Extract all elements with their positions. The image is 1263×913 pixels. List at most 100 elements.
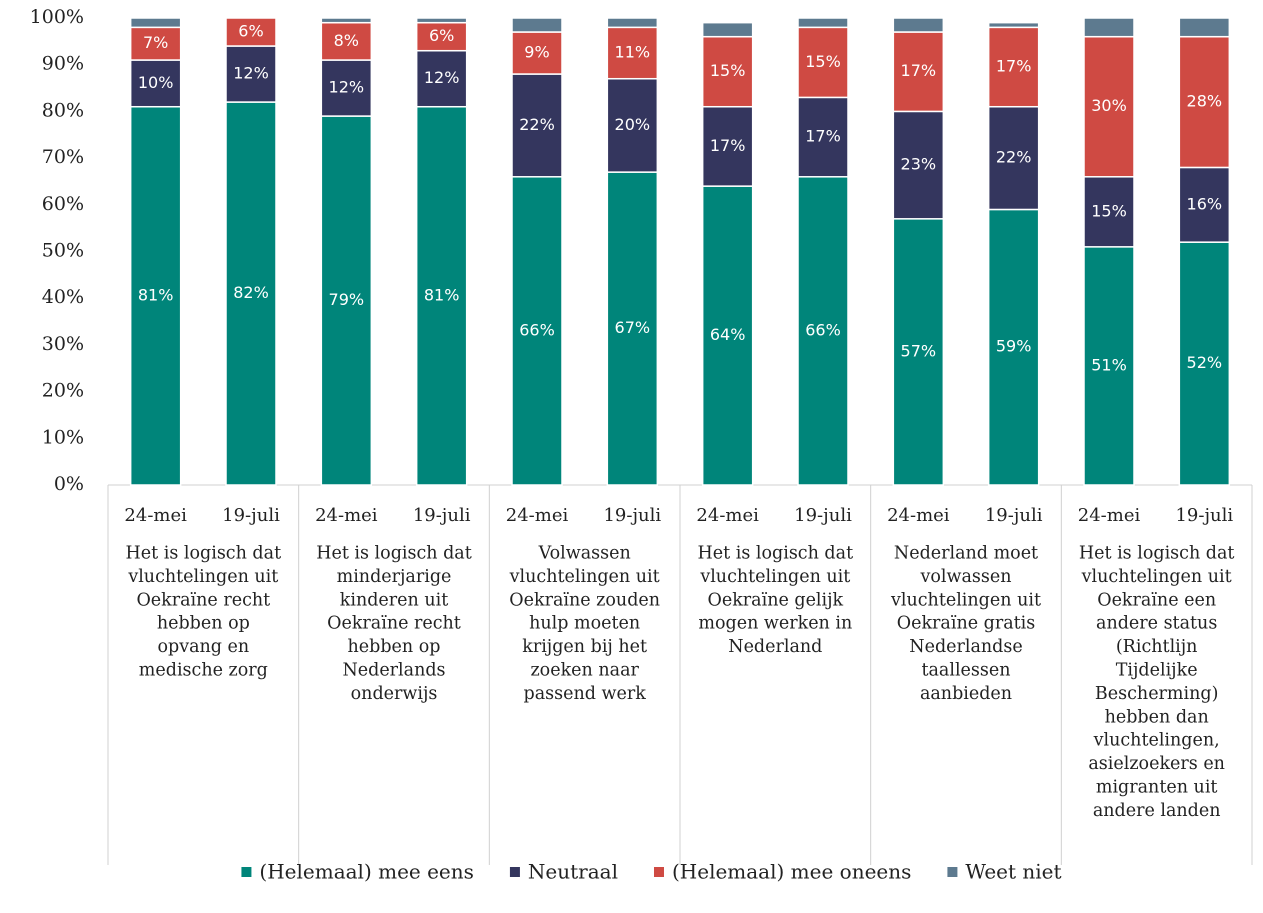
bar-segment [987, 21, 1040, 29]
bar-segment [415, 105, 468, 486]
y-tick-label: 50% [42, 240, 84, 262]
value-label: 16% [1187, 194, 1223, 213]
group-label: Het is logisch dat [698, 544, 854, 564]
value-label: 52% [1187, 353, 1223, 372]
bar-segment [1083, 17, 1135, 38]
value-label: 22% [519, 115, 555, 134]
group-label: vluchtelingen uit [890, 590, 1041, 610]
group-label: Nederland [728, 637, 822, 657]
group-label: hebben op [157, 614, 250, 634]
bar-segment [129, 26, 182, 61]
value-label: 6% [238, 22, 263, 41]
y-tick-label: 40% [42, 286, 84, 308]
y-tick-label: 0% [54, 473, 84, 495]
y-tick-label: 70% [42, 146, 84, 168]
value-label: 66% [805, 320, 841, 339]
value-label: 9% [524, 43, 549, 62]
value-label: 12% [329, 78, 365, 97]
value-label: 81% [424, 285, 460, 304]
legend-label: Weet niet [965, 860, 1061, 884]
value-label: 67% [615, 318, 651, 337]
x-tick-label: 24-mei [124, 505, 187, 526]
bar-segment [129, 105, 182, 486]
legend-marker [509, 867, 520, 877]
group-label: Nederland moet [894, 544, 1038, 564]
group-label: Oekraïne recht [327, 614, 461, 634]
group-label: asielzoekers en [1088, 754, 1225, 774]
group-label: aanbieden [920, 684, 1012, 704]
legend-marker [653, 867, 664, 877]
bar-segment [797, 96, 849, 178]
value-label: 17% [996, 57, 1032, 76]
value-label: 17% [710, 136, 746, 155]
bar-segment [701, 105, 754, 187]
y-tick-label: 90% [42, 53, 84, 75]
bar-segment [129, 17, 182, 29]
group-label: Nederlands [342, 661, 445, 681]
bar-segment [415, 17, 468, 24]
bar-segment [1083, 35, 1135, 178]
y-tick-label: 80% [42, 99, 84, 121]
bar-segment [1178, 241, 1231, 486]
value-label: 82% [233, 283, 269, 302]
value-label: 79% [329, 290, 365, 309]
group-label: Oekraïne gratis [897, 614, 1036, 634]
bar-segment [320, 59, 373, 117]
group-label: volwassen [919, 567, 1011, 587]
value-label: 6% [429, 26, 454, 45]
group-label: Het is logisch dat [1079, 544, 1235, 564]
bar-segment [892, 218, 945, 486]
bar-segment [1178, 35, 1231, 169]
bar-segment [797, 26, 849, 99]
y-tick-label: 20% [42, 380, 84, 402]
value-label: 30% [1091, 96, 1127, 115]
group-label: passend werk [524, 684, 647, 704]
bar-segment [987, 208, 1040, 486]
group-label: krijgen bij het [522, 637, 647, 657]
value-label: 23% [901, 155, 937, 174]
bar-segment [320, 17, 373, 24]
y-tick-label: 100% [30, 6, 84, 28]
value-label: 10% [138, 73, 174, 92]
bar-segment [415, 49, 468, 108]
value-label: 15% [805, 52, 841, 71]
legend-label: (Helemaal) mee eens [259, 860, 474, 884]
group-label: Het is logisch dat [316, 544, 472, 564]
value-label: 15% [710, 61, 746, 80]
group-label: Het is logisch dat [126, 544, 282, 564]
x-tick-label: 24-mei [315, 505, 378, 526]
x-tick-label: 19-juli [603, 505, 661, 526]
bar-segment [129, 59, 182, 108]
value-label: 59% [996, 337, 1032, 356]
group-label: Tijdelijke [1116, 661, 1198, 681]
x-tick-label: 19-juli [985, 505, 1043, 526]
group-label: Volwassen [538, 544, 631, 564]
group-label: hulp moeten [529, 614, 640, 634]
group-label: mogen werken in [698, 614, 852, 634]
group-label: zoeken naar [530, 661, 639, 681]
group-label: hebben op [348, 637, 441, 657]
x-tick-label: 19-juli [1175, 505, 1233, 526]
x-tick-label: 24-mei [696, 505, 759, 526]
group-label: Oekraïne zouden [509, 590, 660, 610]
value-label: 7% [143, 33, 168, 52]
value-label: 12% [424, 68, 460, 87]
value-label: 15% [1091, 201, 1127, 220]
x-tick-label: 24-mei [1078, 505, 1141, 526]
y-tick-label: 60% [42, 193, 84, 215]
group-label: Oekraïne een [1097, 590, 1216, 610]
x-tick-label: 19-juli [413, 505, 471, 526]
bar-segment [1178, 166, 1231, 243]
value-label: 11% [615, 43, 651, 62]
group-label: migranten uit [1096, 778, 1218, 798]
group-label: Nederlandse [909, 637, 1022, 657]
group-label: Oekraïne gelijk [707, 590, 843, 610]
group-label: opvang en [157, 637, 249, 657]
bar-segment [415, 21, 468, 52]
x-tick-label: 19-juli [794, 505, 852, 526]
group-label: medische zorg [139, 661, 268, 681]
bar-segment [701, 35, 754, 108]
group-label: vluchtelingen uit [509, 567, 660, 587]
group-label: hebben dan [1105, 707, 1209, 727]
bar-segment [225, 101, 277, 486]
